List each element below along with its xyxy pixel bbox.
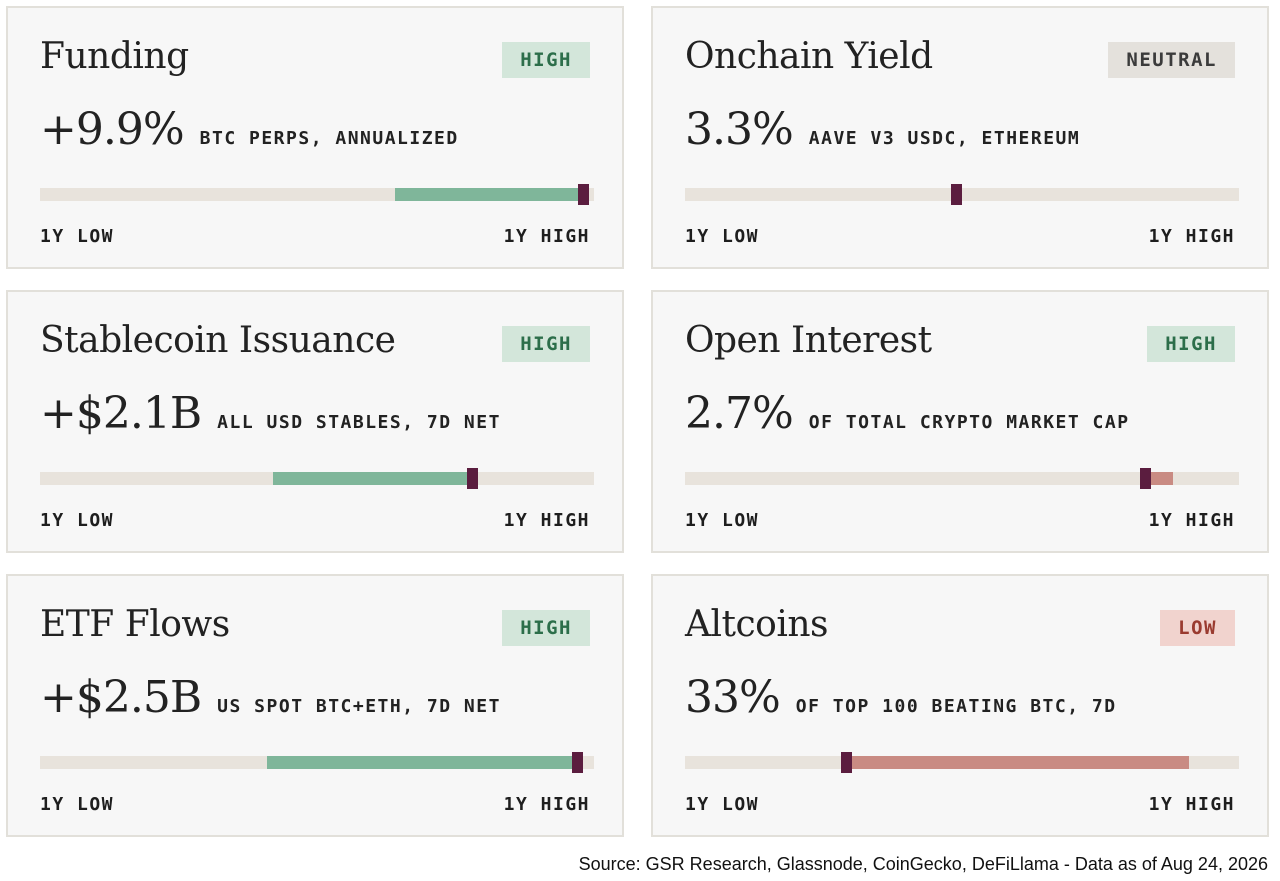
metric-subtitle: US SPOT BTC+ETH, 7D NET — [217, 696, 501, 717]
card-title: Altcoins — [685, 604, 829, 645]
metric-subtitle: AAVE V3 USDC, ETHEREUM — [808, 128, 1081, 149]
metric-subtitle: BTC PERPS, ANNUALIZED — [199, 128, 459, 149]
current-value-marker — [840, 752, 852, 773]
status-badge: NEUTRAL — [1108, 42, 1235, 78]
metric-subtitle: OF TOTAL CRYPTO MARKET CAP — [808, 412, 1130, 433]
current-value-marker — [1139, 468, 1151, 489]
status-badge: HIGH — [1147, 326, 1235, 362]
metric-card-open-interest: Open Interest HIGH 2.7% OF TOTAL CRYPTO … — [651, 290, 1269, 553]
metric-card-stablecoin-issuance: Stablecoin Issuance HIGH +$2.1B ALL USD … — [6, 290, 624, 553]
card-title: Stablecoin Issuance — [40, 320, 396, 361]
range-high-label: 1Y HIGH — [503, 226, 590, 247]
metric-value: +$2.1B — [40, 388, 202, 439]
current-value-marker — [467, 468, 479, 489]
value-row: +$2.5B US SPOT BTC+ETH, 7D NET — [40, 672, 501, 723]
metric-subtitle: ALL USD STABLES, 7D NET — [217, 412, 501, 433]
range-fill — [1144, 472, 1173, 485]
metric-card-altcoins: Altcoins LOW 33% OF TOP 100 BEATING BTC,… — [651, 574, 1269, 837]
range-low-label: 1Y LOW — [685, 226, 760, 247]
range-low-label: 1Y LOW — [685, 794, 760, 815]
value-row: 3.3% AAVE V3 USDC, ETHEREUM — [685, 104, 1080, 155]
metric-value: +9.9% — [40, 104, 185, 155]
metric-value: 3.3% — [685, 104, 794, 155]
range-track — [40, 184, 594, 205]
metric-subtitle: OF TOP 100 BEATING BTC, 7D — [795, 696, 1117, 717]
range-low-label: 1Y LOW — [40, 510, 115, 531]
range-high-label: 1Y HIGH — [503, 510, 590, 531]
range-fill — [394, 188, 583, 201]
value-row: 2.7% OF TOTAL CRYPTO MARKET CAP — [685, 388, 1130, 439]
range-track — [685, 468, 1239, 489]
card-title: Funding — [40, 36, 189, 77]
metric-value: 33% — [685, 672, 781, 723]
range-track — [40, 752, 594, 773]
value-row: +9.9% BTC PERPS, ANNUALIZED — [40, 104, 459, 155]
metric-card-etf-flows: ETF Flows HIGH +$2.5B US SPOT BTC+ETH, 7… — [6, 574, 624, 837]
card-title: Open Interest — [685, 320, 932, 361]
value-row: 33% OF TOP 100 BEATING BTC, 7D — [685, 672, 1117, 723]
value-row: +$2.1B ALL USD STABLES, 7D NET — [40, 388, 501, 439]
card-title: ETF Flows — [40, 604, 230, 645]
range-track — [40, 468, 594, 489]
current-value-marker — [572, 752, 584, 773]
metric-card-funding: Funding HIGH +9.9% BTC PERPS, ANNUALIZED… — [6, 6, 624, 269]
range-low-label: 1Y LOW — [40, 226, 115, 247]
card-title: Onchain Yield — [685, 36, 933, 77]
range-low-label: 1Y LOW — [685, 510, 760, 531]
range-low-label: 1Y LOW — [40, 794, 115, 815]
range-high-label: 1Y HIGH — [1148, 226, 1235, 247]
range-fill — [267, 756, 578, 769]
range-high-label: 1Y HIGH — [1148, 794, 1235, 815]
range-fill — [272, 472, 473, 485]
range-fill — [845, 756, 1190, 769]
current-value-marker — [577, 184, 589, 205]
range-track — [685, 752, 1239, 773]
status-badge: HIGH — [502, 326, 590, 362]
range-high-label: 1Y HIGH — [1148, 510, 1235, 531]
metric-value: +$2.5B — [40, 672, 202, 723]
range-high-label: 1Y HIGH — [503, 794, 590, 815]
source-footnote: Source: GSR Research, Glassnode, CoinGec… — [578, 854, 1268, 874]
range-track — [685, 184, 1239, 205]
status-badge: LOW — [1160, 610, 1235, 646]
status-badge: HIGH — [502, 42, 590, 78]
status-badge: HIGH — [502, 610, 590, 646]
metric-card-onchain-yield: Onchain Yield NEUTRAL 3.3% AAVE V3 USDC,… — [651, 6, 1269, 269]
metric-value: 2.7% — [685, 388, 794, 439]
current-value-marker — [951, 184, 963, 205]
